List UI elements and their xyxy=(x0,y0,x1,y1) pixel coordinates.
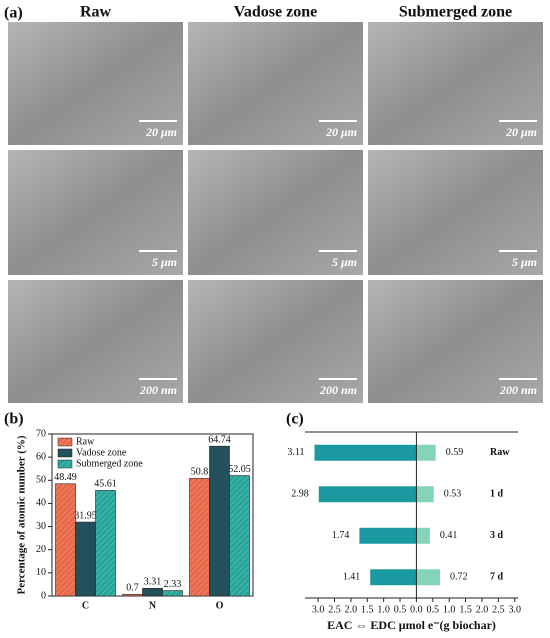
bar xyxy=(314,444,417,461)
value-label: 50.8 xyxy=(191,467,209,478)
value-label: 0.59 xyxy=(446,447,464,458)
x-axis-label: EAC ⇔ EDC μmol e⁻(g biochar) xyxy=(327,618,496,632)
scale-bar-label: 5 μm xyxy=(332,255,357,269)
bar xyxy=(416,444,436,461)
y-tick-label: 10 xyxy=(36,567,46,578)
y-tick-label: 70 xyxy=(36,428,46,439)
y-tick-label: 40 xyxy=(36,498,46,509)
bar xyxy=(162,590,183,597)
x-tick-label: 0.0 xyxy=(410,604,423,615)
value-label: 64.74 xyxy=(208,434,231,445)
value-label: 0.7 xyxy=(126,583,139,594)
x-tick-label: 3.0 xyxy=(508,604,521,615)
y-tick-label: 60 xyxy=(36,451,46,462)
value-label: 2.98 xyxy=(291,489,309,500)
bar xyxy=(229,475,250,597)
value-label: 0.72 xyxy=(450,572,468,583)
legend-label: Submerged zone xyxy=(76,458,143,469)
value-label: 2.33 xyxy=(164,579,182,590)
category-label: 3 d xyxy=(490,530,504,541)
scale-bar-label: 20 μm xyxy=(325,125,357,139)
category-label: Raw xyxy=(490,447,510,458)
panel-label: (a) xyxy=(4,5,23,22)
value-label: 45.61 xyxy=(94,479,117,490)
value-label: 3.11 xyxy=(287,447,304,458)
sem-image xyxy=(188,22,363,145)
value-label: 31.95 xyxy=(74,510,97,521)
bar xyxy=(75,521,96,597)
x-tick-label: N xyxy=(149,600,157,611)
bar xyxy=(142,588,163,597)
value-label: 0.41 xyxy=(440,530,458,541)
value-label: 1.74 xyxy=(332,530,350,541)
sem-image xyxy=(188,150,363,275)
value-label: 1.41 xyxy=(343,572,361,583)
value-label: 48.49 xyxy=(54,472,77,483)
legend-label: Vadose zone xyxy=(76,447,127,458)
x-tick-label: O xyxy=(216,600,224,611)
x-tick-label: 1.5 xyxy=(361,604,374,615)
category-label: 7 d xyxy=(490,572,504,583)
x-tick-label: 1.5 xyxy=(459,604,472,615)
x-tick-label: 0.5 xyxy=(394,604,407,615)
category-label: 1 d xyxy=(490,489,504,500)
bar xyxy=(55,483,76,597)
y-tick-label: 30 xyxy=(36,521,46,532)
column-header: Submerged zone xyxy=(399,4,512,21)
x-tick-label: 2.5 xyxy=(328,604,341,615)
scale-bar-label: 200 nm xyxy=(319,383,357,397)
scale-bar-label: 200 nm xyxy=(139,383,177,397)
bar xyxy=(359,527,417,544)
y-axis-label: Percentage of atomic number (%) xyxy=(16,435,28,594)
sem-image xyxy=(368,150,543,275)
sem-image xyxy=(8,280,183,403)
legend-swatch xyxy=(57,448,73,458)
x-tick-label: 0.5 xyxy=(427,604,440,615)
sem-image xyxy=(8,150,183,275)
sem-image xyxy=(188,280,363,403)
legend-label: Raw xyxy=(76,436,95,447)
panel-label: (b) xyxy=(4,411,24,428)
bar xyxy=(370,569,417,586)
legend-swatch xyxy=(57,437,73,447)
y-tick-label: 50 xyxy=(36,475,46,486)
x-tick-label: 2.0 xyxy=(345,604,358,615)
x-tick-label: 2.5 xyxy=(492,604,505,615)
sem-image xyxy=(368,22,543,145)
x-tick-label: C xyxy=(82,600,89,611)
scale-bar-label: 200 nm xyxy=(499,383,537,397)
bar xyxy=(189,478,210,597)
x-tick-label: 1.0 xyxy=(443,604,456,615)
bar xyxy=(209,445,230,597)
bar xyxy=(416,486,434,503)
x-tick-label: 1.0 xyxy=(377,604,390,615)
y-tick-label: 20 xyxy=(36,544,46,555)
bar xyxy=(416,527,430,544)
sem-image xyxy=(368,280,543,403)
bar xyxy=(416,569,441,586)
scale-bar-label: 5 μm xyxy=(512,255,537,269)
scale-bar-label: 5 μm xyxy=(152,255,177,269)
y-tick-label: 0 xyxy=(41,590,46,601)
value-label: 52.05 xyxy=(228,464,251,475)
panel-label: (c) xyxy=(286,411,304,428)
scale-bar-label: 20 μm xyxy=(145,125,177,139)
bar xyxy=(122,594,143,597)
bar xyxy=(95,490,116,597)
legend-swatch xyxy=(57,459,73,469)
x-tick-label: 2.0 xyxy=(476,604,489,615)
scale-bar-label: 20 μm xyxy=(505,125,537,139)
bar xyxy=(318,486,417,503)
x-tick-label: 3.0 xyxy=(312,604,325,615)
value-label: 0.53 xyxy=(444,489,462,500)
column-header: Raw xyxy=(80,4,112,21)
value-label: 3.31 xyxy=(144,577,162,588)
column-header: Vadose zone xyxy=(234,4,317,21)
sem-image xyxy=(8,22,183,145)
